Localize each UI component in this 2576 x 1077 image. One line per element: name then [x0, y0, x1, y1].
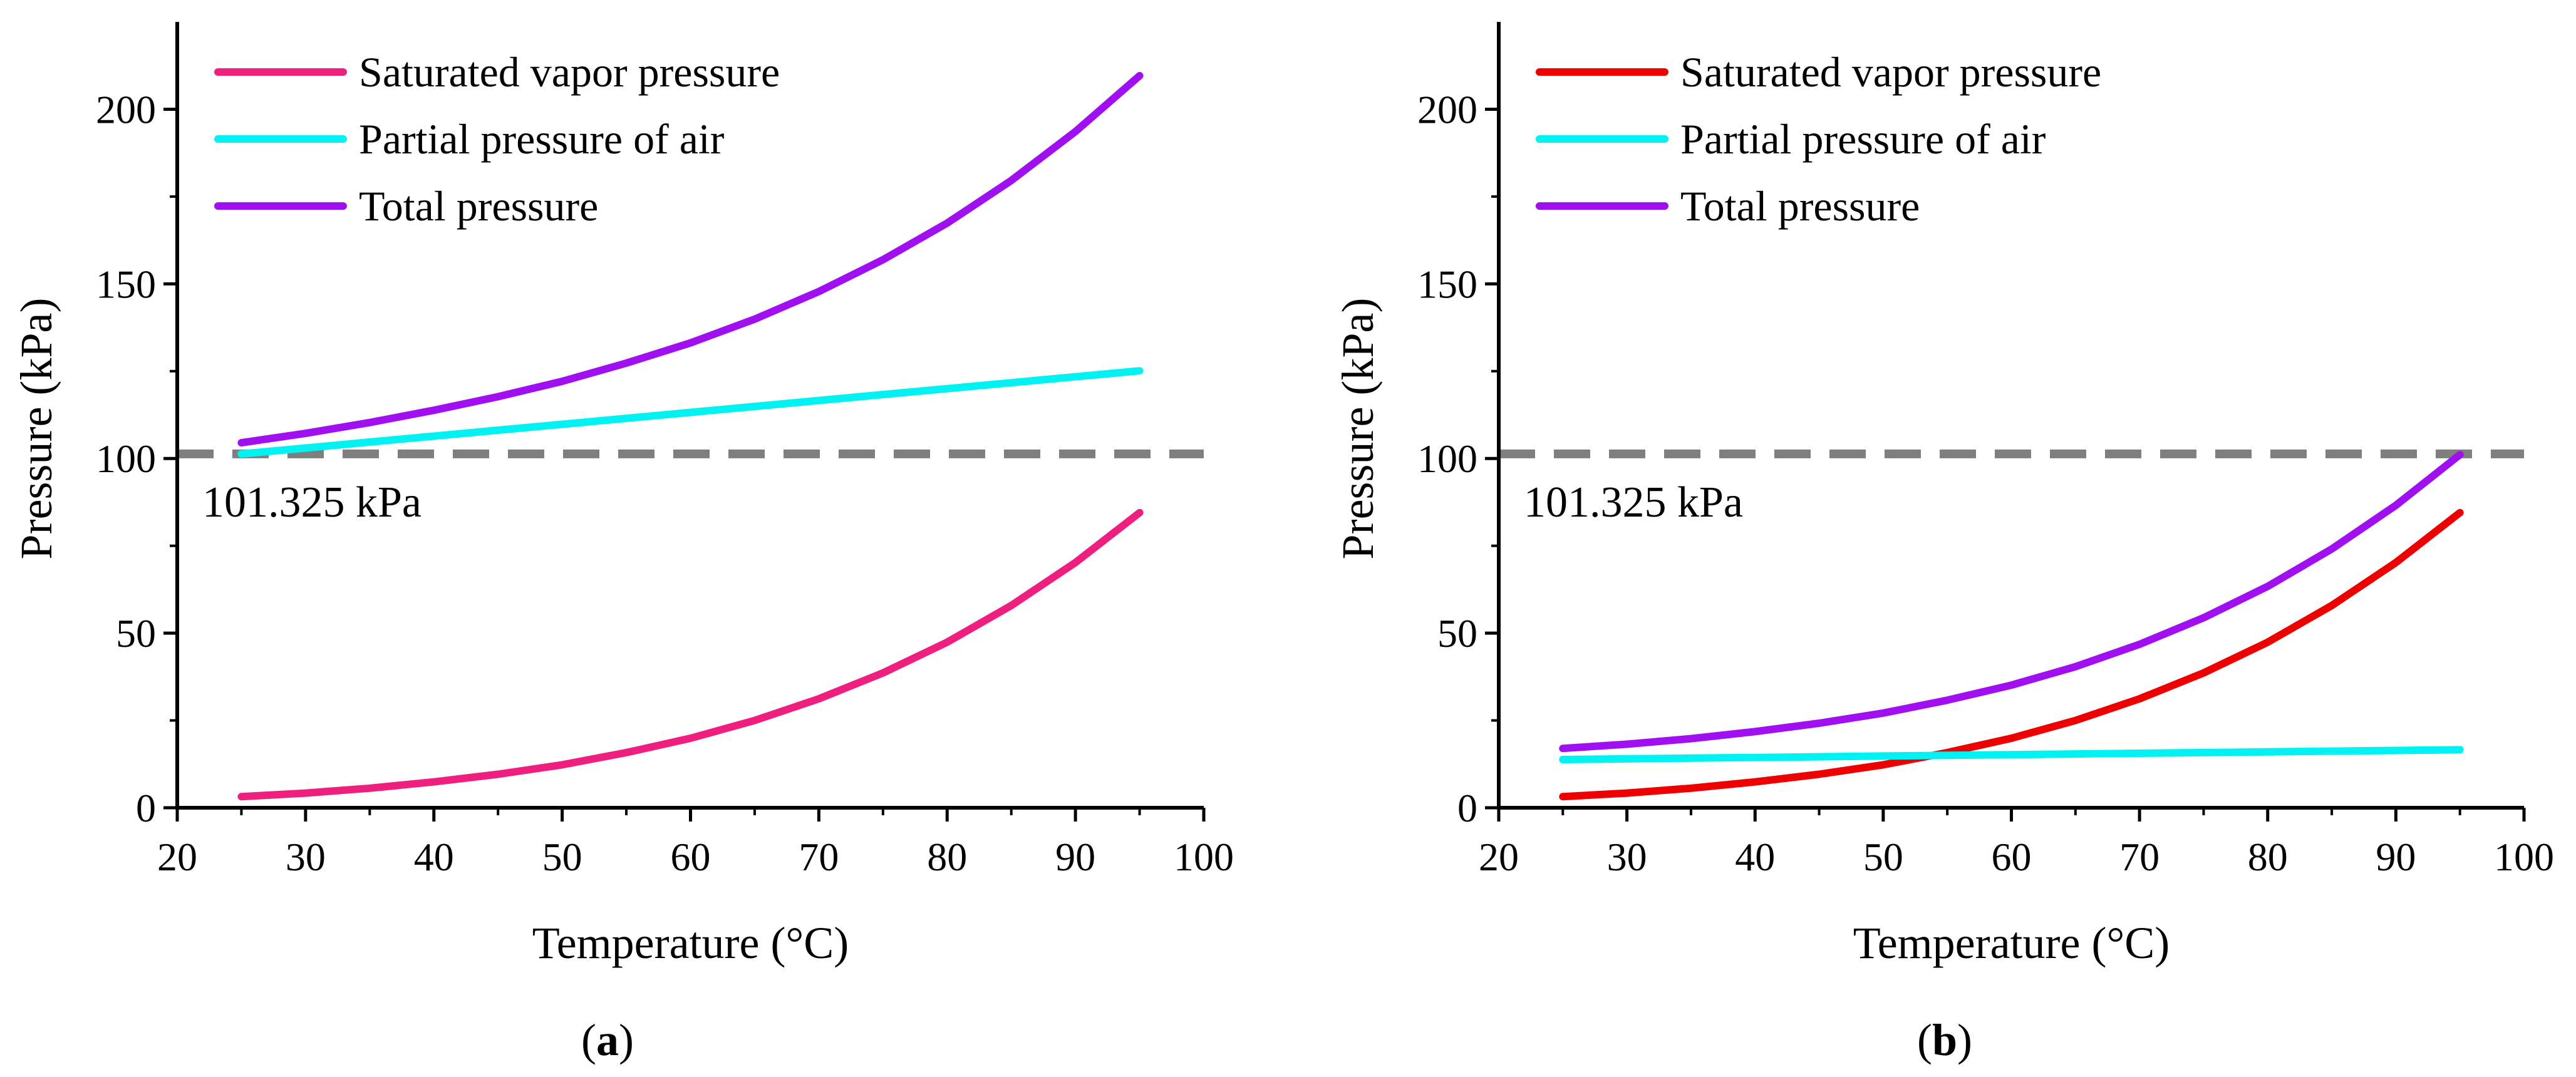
series-line-1 — [237, 508, 1144, 801]
series-line-3 — [1559, 451, 2464, 753]
legend-label-1: Saturated vapor pressure — [1680, 48, 2101, 96]
x-tick-label: 90 — [1055, 835, 1095, 879]
x-tick-label: 90 — [2376, 835, 2416, 879]
y-axis-label: Pressure (kPa) — [1333, 298, 1383, 560]
x-tick-label: 50 — [542, 835, 582, 879]
panel-caption: (b) — [1917, 1015, 1972, 1065]
legend-label-3: Total pressure — [1680, 182, 1920, 230]
x-tick-label: 30 — [1607, 835, 1647, 879]
x-tick-label: 70 — [2119, 835, 2160, 879]
panel-b: 101.325 kPa 20 30 40 50 60 70 80 90 100 0 50 100 150 2… — [1333, 22, 2554, 1065]
y-tick-label: 200 — [1417, 87, 1477, 131]
legend-label-1: Saturated vapor pressure — [359, 48, 780, 96]
legend-label-3: Total pressure — [359, 182, 598, 230]
x-axis-label: Temperature (°C) — [532, 918, 849, 968]
x-tick-label: 100 — [2494, 835, 2554, 879]
y-tick-label: 50 — [116, 611, 156, 656]
x-tick-label: 40 — [414, 835, 454, 879]
y-tick-label: 50 — [1437, 611, 1477, 656]
legend-label-2: Partial pressure of air — [1680, 115, 2046, 163]
y-tick-label: 150 — [96, 262, 156, 306]
series-line-2 — [1559, 746, 2464, 763]
series-line-2 — [237, 367, 1144, 458]
x-tick-label: 70 — [799, 835, 839, 879]
x-tick-label: 30 — [286, 835, 326, 879]
x-tick-label: 50 — [1863, 835, 1903, 879]
y-tick-label: 0 — [1457, 786, 1477, 830]
x-tick-label: 100 — [1174, 835, 1234, 879]
x-tick-label: 20 — [157, 835, 197, 879]
x-tick-label: 20 — [1479, 835, 1519, 879]
panel-a: 101.325 kPa 20 30 40 50 60 70 80 90 100 0 50 100 150 2… — [11, 22, 1234, 1065]
legend-label-2: Partial pressure of air — [359, 115, 725, 163]
panel-caption: (a) — [581, 1015, 634, 1065]
series-line-3 — [237, 71, 1144, 447]
y-axis-label: Pressure (kPa) — [11, 298, 61, 560]
x-tick-label: 60 — [1992, 835, 2032, 879]
x-axis-label: Temperature (°C) — [1853, 918, 2170, 968]
y-tick-label: 0 — [136, 786, 156, 830]
y-tick-label: 100 — [1417, 436, 1477, 481]
reference-line-label: 101.325 kPa — [1524, 478, 1743, 527]
x-tick-label: 80 — [2248, 835, 2288, 879]
x-tick-label: 80 — [927, 835, 967, 879]
y-tick-label: 100 — [96, 436, 156, 481]
x-tick-label: 40 — [1735, 835, 1775, 879]
y-tick-label: 150 — [1417, 262, 1477, 306]
series-line-1 — [1559, 508, 2464, 801]
y-tick-label: 200 — [96, 87, 156, 131]
x-tick-label: 60 — [671, 835, 711, 879]
reference-line-label: 101.325 kPa — [202, 478, 422, 527]
